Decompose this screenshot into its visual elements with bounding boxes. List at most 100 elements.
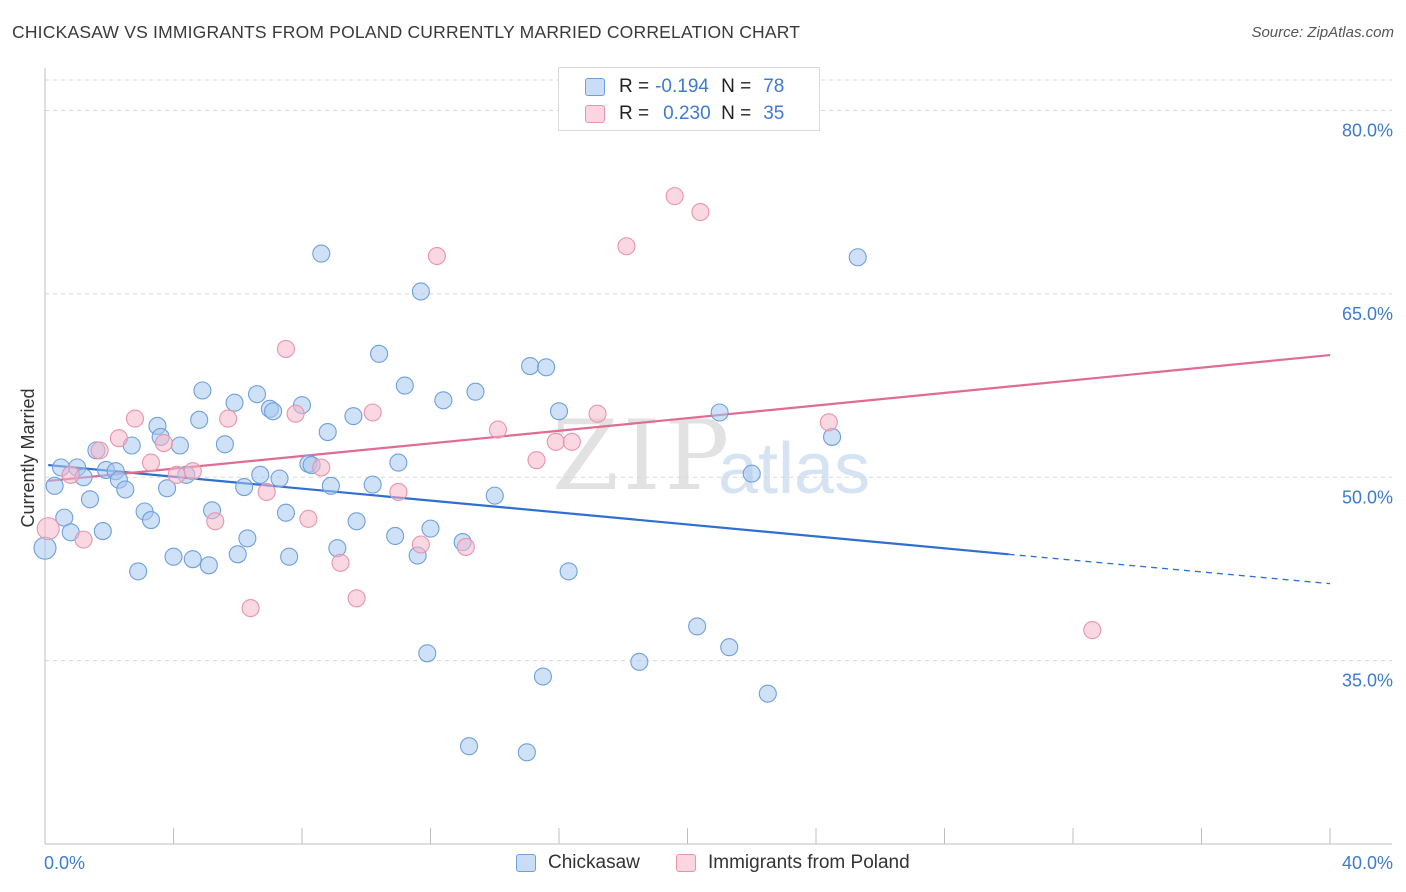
poland-point [299,509,318,528]
y-tick-label: 65.0% [1342,304,1393,324]
poland-point [456,537,475,557]
chickasaw-point [190,410,209,429]
poland-point [90,441,109,460]
bottom-legend-chickasaw: Chickasaw [516,852,640,874]
legend-r-label: R = [619,103,650,124]
chickasaw-point [421,519,440,538]
bottom-legend-label: Chickasaw [548,852,640,873]
x-tick-label-left: 0.0% [44,853,85,873]
chickasaw-trend-extension [1008,553,1331,585]
chickasaw-point [321,476,340,495]
poland-point [61,465,80,484]
source-label: Source: ZipAtlas.com [1251,24,1394,41]
poland-trend-line [48,353,1331,483]
chickasaw-point [370,344,389,363]
poland-point [36,517,60,541]
chickasaw-point [363,475,382,494]
chickasaw-point [164,547,183,566]
chickasaw-point [199,556,218,575]
poland-point [286,404,305,423]
legend-row-chickasaw: R = -0.194 N = 78 [585,75,784,99]
chickasaw-point [459,737,479,756]
bottom-legend-swatch-pink [676,854,696,872]
chickasaw-point [720,638,739,657]
poland-point [241,599,260,618]
axes [44,68,1392,845]
legend-r-value: -0.194 [655,76,709,97]
chickasaw-point [45,476,64,495]
chickasaw-point [280,547,299,566]
poland-point [819,413,838,432]
bottom-legend-swatch-blue [516,854,536,872]
data-points [33,187,1102,762]
chickasaw-point [270,469,289,488]
chickasaw-point [251,465,270,484]
chickasaw-point [328,539,347,558]
chart-title: CHICKASAW VS IMMIGRANTS FROM POLAND CURR… [12,22,801,42]
chickasaw-point [485,486,504,505]
chickasaw-point [517,743,536,762]
poland-point [488,420,508,439]
chickasaw-point [276,503,295,522]
gridlines [45,79,1392,662]
chickasaw-point [710,403,729,422]
chickasaw-point [386,526,405,546]
tick-labels: 35.0% 50.0% 65.0% 80.0% 0.0% 40.0% Currently M… [18,121,1393,873]
chickasaw-point [170,436,189,455]
series-chickasaw [33,244,867,762]
legend-n-value: 35 [763,103,785,124]
chickasaw-point [533,667,552,686]
poland-point [154,434,173,453]
poland-point [527,451,546,470]
poland-point [427,246,446,266]
poland-point [219,409,238,428]
chickasaw-point [418,644,437,663]
y-tick-label: 35.0% [1342,671,1393,691]
poland-point [167,465,186,484]
chickasaw-point [395,376,414,395]
poland-point [312,458,331,477]
chickasaw-point [116,480,135,499]
chickasaw-point [318,423,337,442]
poland-point [691,202,710,222]
chickasaw-point [742,464,761,483]
chickasaw-point [549,402,569,421]
poland-point [257,482,276,501]
legend-row-poland: R = 0.230 N = 35 [585,102,784,126]
chickasaw-point [521,356,540,376]
chickasaw-point [758,684,777,703]
chickasaw-point [344,407,363,426]
poland-point [617,237,636,256]
poland-point [562,432,581,451]
series-poland [36,187,1102,640]
chickasaw-point [312,244,331,263]
poland-point [141,453,161,472]
y-tick-label: 80.0% [1342,121,1393,141]
legend-n-label: N = [721,103,752,124]
poland-point [411,535,430,554]
chickasaw-point [158,479,177,498]
bottom-legend-poland: Immigrants from Poland [676,852,910,874]
x-tick-label-right: 40.0% [1342,853,1393,873]
chickasaw-point [466,382,485,401]
chickasaw-point [225,393,244,412]
chickasaw-point [238,529,257,548]
chickasaw-point [264,402,283,421]
chickasaw-point [434,391,453,410]
chickasaw-point [33,536,57,560]
legend-swatch-blue [585,78,605,96]
poland-point [546,432,565,451]
stats-legend: R = -0.194 N = 78 R = 0.230 N = 35 [558,67,820,131]
chickasaw-point [559,562,578,581]
chickasaw-point [247,385,267,404]
chickasaw-point [389,453,408,472]
chickasaw-point [183,550,202,569]
chickasaw-trend-line [48,463,1009,556]
watermark-zip: ZIP [552,400,734,512]
legend-r-label: R = [619,76,650,97]
chickasaw-point [93,522,112,541]
poland-point [389,482,408,501]
legend-n-value: 78 [763,76,785,97]
chickasaw-point [141,511,161,530]
